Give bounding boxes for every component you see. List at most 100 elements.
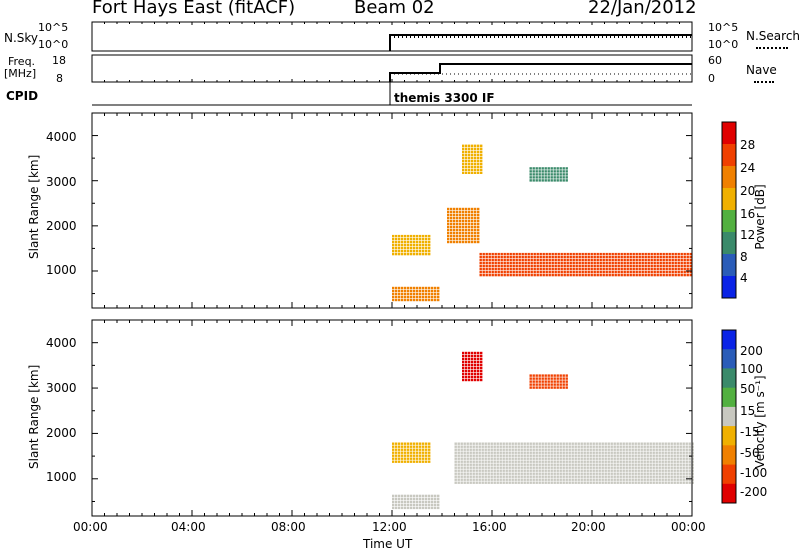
power-cells-cell <box>632 273 635 277</box>
velocity-colorbar-band <box>722 387 736 408</box>
velocity-cells-cell <box>407 460 410 463</box>
power-cells-cell <box>479 252 482 256</box>
power-cells-cell <box>539 264 542 268</box>
velocity-cells-cell <box>637 448 640 451</box>
velocity-cells-cell <box>422 460 425 463</box>
velocity-cells-cell <box>508 472 511 475</box>
velocity-cells-cell <box>520 481 523 484</box>
power-cells-cell <box>593 261 596 265</box>
velocity-cells-cell <box>598 472 601 475</box>
power-cells-cell <box>465 237 468 241</box>
power-cells-cell <box>539 258 542 262</box>
velocity-cells-cell <box>454 469 457 472</box>
velocity-cells-cell <box>634 460 637 463</box>
velocity-cells-cell <box>604 460 607 463</box>
velocity-cells-cell <box>469 445 472 448</box>
velocity-cells-cell <box>463 460 466 463</box>
velocity-cells-cell <box>553 457 556 460</box>
velocity-cells-cell <box>613 469 616 472</box>
power-cells-cell <box>656 261 659 265</box>
velocity-cells-cell <box>529 451 532 454</box>
velocity-cells-cell <box>547 448 550 451</box>
power-cells-cell <box>535 176 538 179</box>
velocity-cells-cell <box>523 466 526 469</box>
velocity-cells-cell <box>688 442 691 445</box>
power-cells-cell <box>506 270 509 274</box>
power-cells-cell <box>515 258 518 262</box>
velocity-cells-cell <box>652 466 655 469</box>
velocity-cells-cell <box>682 469 685 472</box>
power-cells-cell <box>428 252 431 256</box>
velocity-cells-cell <box>625 445 628 448</box>
velocity-cells-cell <box>490 472 493 475</box>
velocity-cells-cell <box>601 466 604 469</box>
velocity-cells-cell <box>434 500 437 504</box>
velocity-cells-cell <box>607 469 610 472</box>
velocity-cells-cell <box>556 451 559 454</box>
power-cells-cell <box>544 167 547 170</box>
velocity-cells-cell <box>625 475 628 478</box>
velocity-cells-cell <box>637 454 640 457</box>
velocity-cells-cell <box>407 454 410 457</box>
power-cells-cell <box>488 270 491 274</box>
power-cells-cell <box>518 255 521 259</box>
velocity-cells-cell <box>601 451 604 454</box>
velocity-cells-cell <box>472 481 475 484</box>
power-cb-tick-24: 24 <box>740 161 756 175</box>
velocity-cells-cell <box>496 448 499 451</box>
velocity-cells-cell <box>505 442 508 445</box>
velocity-cells-cell <box>550 442 553 445</box>
velocity-cells-cell <box>568 466 571 469</box>
velocity-cells-cell <box>538 481 541 484</box>
velocity-cells-cell <box>652 445 655 448</box>
velocity-cells-cell <box>607 442 610 445</box>
velocity-cells-cell <box>607 463 610 466</box>
velocity-cells-cell <box>523 451 526 454</box>
power-cells-cell <box>425 286 428 290</box>
velocity-cells-cell <box>673 445 676 448</box>
power-cells-cell <box>572 264 575 268</box>
power-cells-cell <box>488 258 491 262</box>
velocity-cells-cell <box>475 463 478 466</box>
velocity-cells-cell <box>637 463 640 466</box>
power-cells-cell <box>471 225 474 229</box>
velocity-cells-cell <box>466 460 469 463</box>
power-cells-cell <box>521 252 524 256</box>
velocity-cells-cell <box>676 478 679 481</box>
power-cells-cell <box>395 289 398 293</box>
velocity-cells-cell <box>526 457 529 460</box>
power-cells-cell <box>515 267 518 271</box>
nsky-tick-high: 10^5 <box>38 21 69 34</box>
velocity-cells-cell <box>646 466 649 469</box>
velocity-cells-cell <box>437 503 440 507</box>
velocity-cells-cell <box>508 451 511 454</box>
power-cells-cell <box>680 258 683 262</box>
velocity-cells-cell <box>556 380 559 383</box>
velocity-cells-cell <box>604 442 607 445</box>
power-cells-cell <box>425 234 428 238</box>
power-cells-cell <box>671 255 674 259</box>
velocity-cells-cell <box>465 357 468 361</box>
velocity-cells-cell <box>691 454 694 457</box>
power-cells-cell <box>398 237 401 241</box>
power-cells-cell <box>453 231 456 235</box>
velocity-cells-cell <box>664 454 667 457</box>
power-cells-cell <box>416 292 419 296</box>
velocity-cells-cell <box>592 451 595 454</box>
power-cells-cell <box>524 261 527 265</box>
power-cells-cell <box>605 258 608 262</box>
velocity-cells-cell <box>480 351 483 355</box>
power-cells-cell <box>392 249 395 253</box>
velocity-cells-cell <box>604 463 607 466</box>
velocity-cells-cell <box>559 442 562 445</box>
velocity-cells-cell <box>471 351 474 355</box>
velocity-cells-cell <box>601 445 604 448</box>
power-cells-cell <box>550 170 553 173</box>
power-cells-cell <box>556 179 559 182</box>
velocity-cells-cell <box>631 481 634 484</box>
velocity-cells-cell <box>607 478 610 481</box>
velocity-cells-cell <box>523 448 526 451</box>
velocity-cells-cell <box>392 448 395 451</box>
velocity-cells-cell <box>613 448 616 451</box>
power-cells-cell <box>551 270 554 274</box>
